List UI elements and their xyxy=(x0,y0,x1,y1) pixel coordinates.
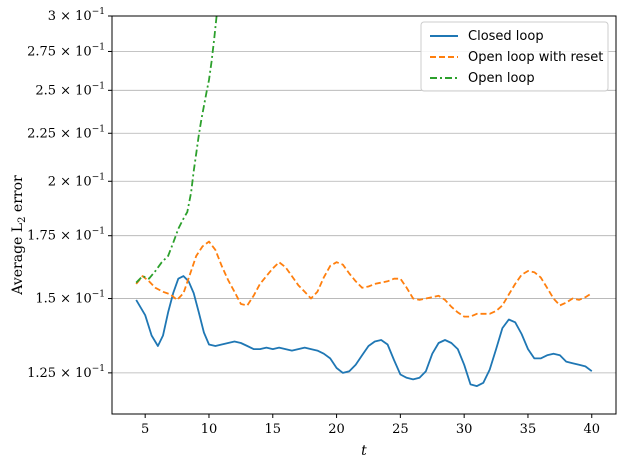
series-line-closed-loop xyxy=(135,275,593,388)
legend-label-open-loop: Open loop xyxy=(468,71,535,86)
legend-box xyxy=(420,21,609,92)
x-tick-label: 5 xyxy=(141,422,149,437)
series-line-open-loop xyxy=(135,16,218,284)
x-axis-label: t xyxy=(361,443,367,459)
x-tick-label: 25 xyxy=(392,422,409,437)
x-tick-label: 35 xyxy=(520,422,537,437)
x-tick-label: 15 xyxy=(264,422,281,437)
y-tick-label: 1.25 × 10−1 xyxy=(27,364,105,381)
y-tick-label: 3 × 10−1 xyxy=(48,7,105,24)
y-tick-label: 2 × 10−1 xyxy=(48,172,105,189)
y-tick-label: 2.75 × 10−1 xyxy=(27,42,105,59)
series-line-open-loop-with-reset xyxy=(135,240,593,318)
series-lines xyxy=(135,16,593,388)
y-axis-ticks: 1.25 × 10−1 1.5 × 10−1 1.75 × 10−1 2 × 10−1… xyxy=(27,7,112,381)
plot-frame xyxy=(111,15,617,415)
legend-entry-open-loop: Open loop xyxy=(430,71,535,86)
y-tick-label: 1.75 × 10−1 xyxy=(27,227,105,244)
legend-label-closed-loop: Closed loop xyxy=(468,29,544,44)
y-axis-label-suffix: error xyxy=(10,175,26,217)
y-tick-label: 1.5 × 10−1 xyxy=(35,290,105,307)
legend: Closed loop Open loop with reset Open lo… xyxy=(420,21,609,92)
x-tick-label: 20 xyxy=(328,422,345,437)
legend-label-open-loop-with-reset: Open loop with reset xyxy=(468,50,603,65)
x-tick-label: 40 xyxy=(583,422,600,437)
legend-entry-open-loop-with-reset: Open loop with reset xyxy=(430,50,603,65)
y-axis-label-subscript: 2 xyxy=(17,217,28,223)
y-axis-label-main: Average L xyxy=(10,223,26,296)
x-axis-ticks: 5 10 15 20 25 30 35 40 xyxy=(141,414,600,437)
y-tick-label: 2.5 × 10−1 xyxy=(35,81,105,98)
x-tick-label: 10 xyxy=(201,422,218,437)
x-tick-label: 30 xyxy=(456,422,473,437)
y-axis-label: Average L2 error xyxy=(10,175,28,296)
legend-entry-closed-loop: Closed loop xyxy=(430,29,544,44)
y-tick-label: 2.25 × 10−1 xyxy=(27,124,105,141)
